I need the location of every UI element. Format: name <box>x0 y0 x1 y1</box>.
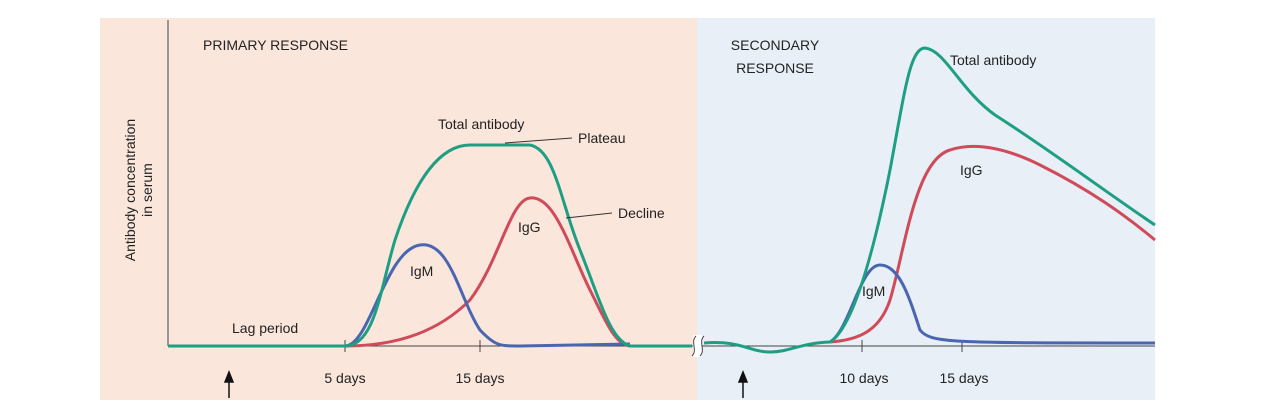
igg-curve <box>829 144 1156 344</box>
tick-label: 15 days <box>939 370 988 386</box>
curve-label: IgM <box>410 263 433 279</box>
curve-label: Total antibody <box>438 116 524 132</box>
curve-label: IgG <box>960 162 983 178</box>
primary-panel <box>100 18 697 400</box>
y-label: Antibody concentration in serum <box>122 119 155 261</box>
annotation: Plateau <box>578 130 625 146</box>
igm-curve <box>344 243 631 348</box>
tick-label: 10 days <box>839 370 888 386</box>
igg-curve <box>344 196 631 348</box>
axis-break <box>691 335 705 357</box>
arrows <box>223 369 749 398</box>
total-curve <box>703 46 1156 354</box>
curve-label: IgM <box>862 283 885 299</box>
panel-title: RESPONSE <box>736 60 814 76</box>
tick-label: 15 days <box>455 370 504 386</box>
total-curve <box>168 143 692 348</box>
y-label-line: in serum <box>139 163 155 217</box>
curve-label: IgG <box>518 219 541 235</box>
panel-title: SECONDARY <box>731 37 820 53</box>
curve-label: Total antibody <box>950 52 1036 68</box>
y-label-line: Antibody concentration <box>122 119 138 261</box>
leader-lines <box>504 137 613 219</box>
panel-title: PRIMARY RESPONSE <box>203 37 348 53</box>
annotation: Decline <box>618 205 665 221</box>
annotation: Lag period <box>232 320 298 336</box>
tick-label: 5 days <box>324 370 365 386</box>
